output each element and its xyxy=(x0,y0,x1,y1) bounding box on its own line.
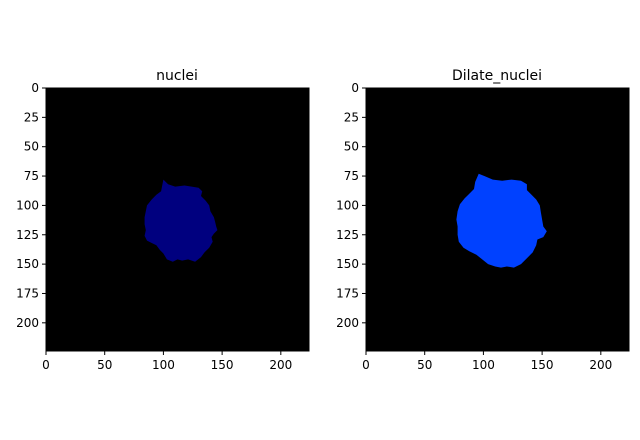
x-axis: 0 50 100 150 200 xyxy=(42,351,292,372)
y-tick-label: 50 xyxy=(344,140,359,154)
axes-frame xyxy=(365,87,630,352)
axes-frame xyxy=(45,87,310,352)
y-axis: 0 25 50 75 100 125 150 175 200 xyxy=(336,81,366,330)
x-tick-label: 0 xyxy=(42,358,50,372)
y-tick-label: 75 xyxy=(24,169,39,183)
x-tick-label: 50 xyxy=(97,358,112,372)
x-axis: 0 50 100 150 200 xyxy=(362,351,612,372)
y-tick-label: 100 xyxy=(336,198,359,212)
x-tick-label: 0 xyxy=(362,358,370,372)
y-tick-label: 0 xyxy=(351,81,359,95)
panel-dilate-nuclei: Dilate_nuclei 0 50 100 150 200 0 25 50 75 100 125… xyxy=(336,68,630,372)
panel-nuclei: nuclei 0 50 100 150 200 0 25 50 75 100 125 150 175 2… xyxy=(16,68,310,372)
y-tick-label: 125 xyxy=(16,228,39,242)
x-tick-label: 100 xyxy=(472,358,495,372)
y-axis: 0 25 50 75 100 125 150 175 200 xyxy=(16,81,46,330)
x-tick-label: 150 xyxy=(211,358,234,372)
nuclei-mask xyxy=(144,179,218,262)
y-tick-label: 175 xyxy=(16,286,39,300)
panel-title-nuclei: nuclei xyxy=(156,68,198,84)
y-tick-label: 200 xyxy=(16,316,39,330)
y-tick-label: 75 xyxy=(344,169,359,183)
y-tick-label: 0 xyxy=(31,81,39,95)
y-tick-label: 100 xyxy=(16,198,39,212)
y-tick-label: 125 xyxy=(336,228,359,242)
y-tick-label: 25 xyxy=(24,110,39,124)
y-tick-label: 175 xyxy=(336,286,359,300)
panel-title-dilate-nuclei: Dilate_nuclei xyxy=(452,68,542,84)
dilate-nuclei-mask xyxy=(456,173,547,268)
y-tick-label: 150 xyxy=(336,257,359,271)
x-tick-label: 200 xyxy=(589,358,612,372)
y-tick-label: 50 xyxy=(24,140,39,154)
y-tick-label: 200 xyxy=(336,316,359,330)
x-tick-label: 50 xyxy=(417,358,432,372)
x-tick-label: 100 xyxy=(152,358,175,372)
x-tick-label: 200 xyxy=(269,358,292,372)
x-tick-label: 150 xyxy=(531,358,554,372)
y-tick-label: 25 xyxy=(344,110,359,124)
y-tick-label: 150 xyxy=(16,257,39,271)
